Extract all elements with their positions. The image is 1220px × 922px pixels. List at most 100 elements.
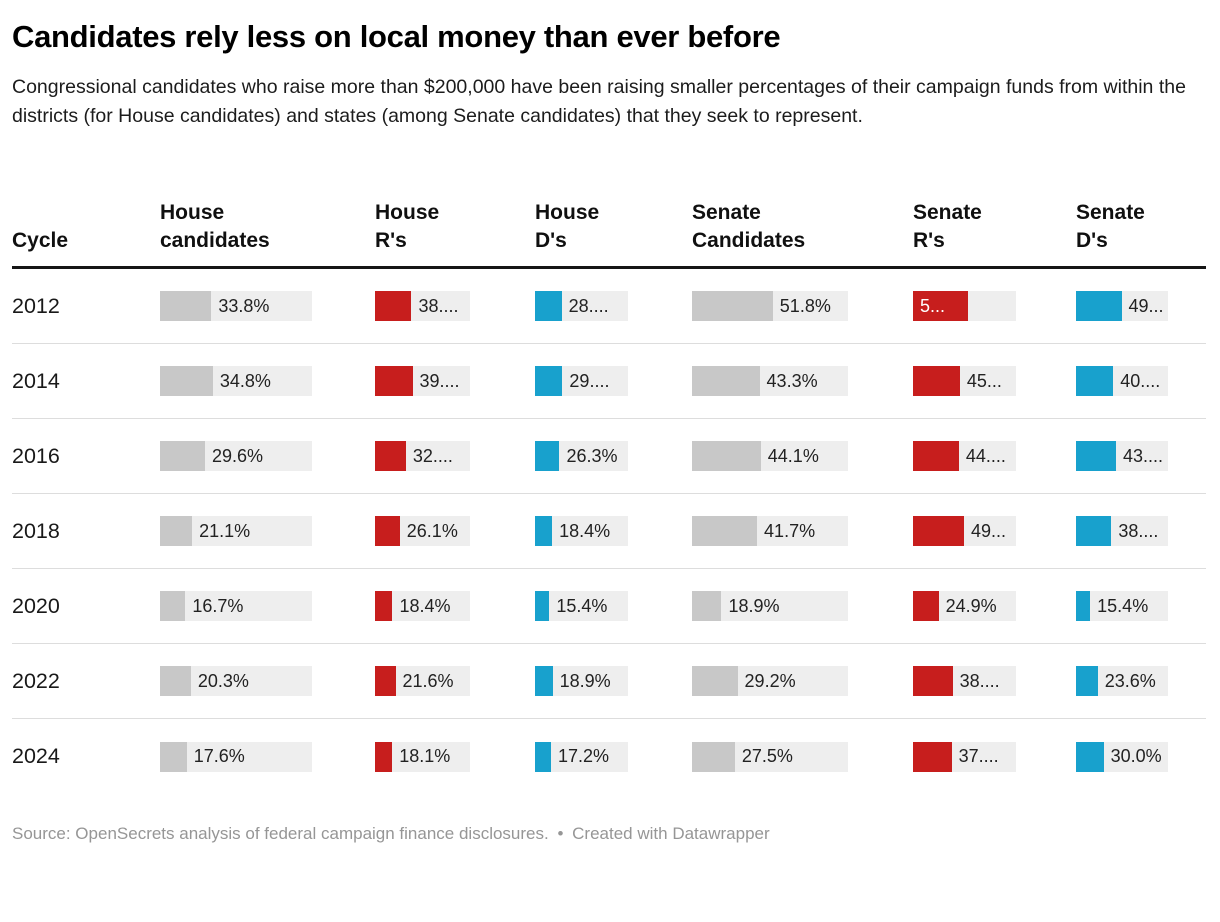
senate-d-cell: 38.... xyxy=(1076,516,1206,547)
house-r-cell: 39.... xyxy=(375,366,535,397)
cycle-value: 2018 xyxy=(12,518,60,543)
bar-track: 34.8% xyxy=(160,366,312,397)
cycle-cell: 2024 xyxy=(12,744,160,769)
house-candidates-cell: 21.1% xyxy=(160,516,375,547)
bar-value-label: 17.6% xyxy=(193,746,245,767)
senate-r-cell: 37.... xyxy=(913,741,1076,772)
house-d-bar xyxy=(535,516,553,547)
table-row: 2024 17.6% 18.1% 17.2% 27.5% 37.... 30.0… xyxy=(12,719,1206,794)
house-d-bar xyxy=(535,441,560,472)
bar-value-label: 15.4% xyxy=(556,595,608,616)
house-candidates-cell: 33.8% xyxy=(160,291,375,322)
bar-track: 29.6% xyxy=(160,441,312,472)
bar-value-label: 17.2% xyxy=(557,746,610,767)
senate-candidates-cell: 29.2% xyxy=(692,666,913,697)
bar-track: 5... xyxy=(913,291,1016,322)
cycle-value: 2022 xyxy=(12,668,60,693)
bar-value-label: 38.... xyxy=(1118,520,1159,541)
bar-track: 39.... xyxy=(375,366,470,397)
senate-candidates-cell: 27.5% xyxy=(692,741,913,772)
senate-candidates-cell: 41.7% xyxy=(692,516,913,547)
bar-value-label: 5... xyxy=(920,295,946,316)
senate-d-bar xyxy=(1076,516,1112,547)
bar-track: 43.... xyxy=(1076,441,1168,472)
col-header-senate-d: Senate D's xyxy=(1076,200,1145,252)
bar-track: 26.3% xyxy=(535,441,628,472)
bar-value-label: 32.... xyxy=(412,445,453,466)
senate-d-cell: 49... xyxy=(1076,291,1206,322)
table-row: 2018 21.1% 26.1% 18.4% 41.7% 49... 38...… xyxy=(12,494,1206,570)
house-r-bar xyxy=(375,441,406,472)
bar-track: 23.6% xyxy=(1076,666,1168,697)
bar-track: 51.8% xyxy=(692,291,848,322)
bar-track: 30.0% xyxy=(1076,741,1168,772)
senate-r-cell: 44.... xyxy=(913,441,1076,472)
bar-track: 24.9% xyxy=(913,591,1016,622)
bar-value-label: 43.3% xyxy=(766,370,818,391)
bar-track: 43.3% xyxy=(692,366,848,397)
house-candidates-bar xyxy=(160,666,191,697)
senate-d-cell: 23.6% xyxy=(1076,666,1206,697)
col-header-senate-r: Senate R's xyxy=(913,200,982,252)
datawrapper-credit-link[interactable]: Created with Datawrapper xyxy=(572,824,770,844)
house-r-cell: 18.4% xyxy=(375,591,535,622)
table-header-row: Cycle House candidates House R's House D… xyxy=(12,185,1206,270)
senate-r-cell: 5... xyxy=(913,291,1076,322)
table-row: 2016 29.6% 32.... 26.3% 44.1% 44.... 43.… xyxy=(12,419,1206,495)
bar-value-label: 29.... xyxy=(569,370,610,391)
bar-track: 32.... xyxy=(375,441,470,472)
bar-track: 17.6% xyxy=(160,741,312,772)
bar-track: 21.6% xyxy=(375,666,470,697)
senate-r-bar xyxy=(913,666,953,697)
senate-candidates-bar xyxy=(692,741,735,772)
bar-track: 38.... xyxy=(913,666,1016,697)
house-candidates-cell: 34.8% xyxy=(160,366,375,397)
bar-value-label: 29.6% xyxy=(211,445,264,466)
senate-candidates-bar xyxy=(692,366,760,397)
cycle-cell: 2016 xyxy=(12,444,160,469)
house-candidates-bar xyxy=(160,441,205,472)
house-candidates-cell: 20.3% xyxy=(160,666,375,697)
cycle-cell: 2018 xyxy=(12,519,160,544)
senate-d-bar xyxy=(1076,741,1104,772)
bar-track: 37.... xyxy=(913,741,1016,772)
senate-d-cell: 43.... xyxy=(1076,441,1206,472)
bar-track: 33.8% xyxy=(160,291,312,322)
bar-value-label: 16.7% xyxy=(192,595,244,616)
bar-track: 28.... xyxy=(535,291,628,322)
table-row: 2022 20.3% 21.6% 18.9% 29.2% 38.... 23.6… xyxy=(12,644,1206,720)
bar-value-label: 15.4% xyxy=(1097,595,1149,616)
house-d-bar xyxy=(535,291,562,322)
house-r-bar xyxy=(375,741,393,772)
chart-footer: Source: OpenSecrets analysis of federal … xyxy=(12,824,1206,844)
house-r-bar xyxy=(375,591,393,622)
senate-d-bar xyxy=(1076,366,1114,397)
bar-value-label: 24.9% xyxy=(945,595,997,616)
bar-value-label: 26.1% xyxy=(406,520,458,541)
bar-track: 29.2% xyxy=(692,666,848,697)
cycle-cell: 2012 xyxy=(12,294,160,319)
house-d-bar xyxy=(535,366,563,397)
house-r-cell: 26.1% xyxy=(375,516,535,547)
bar-track: 15.4% xyxy=(535,591,628,622)
bar-value-label: 29.2% xyxy=(744,670,796,691)
senate-candidates-cell: 43.3% xyxy=(692,366,913,397)
senate-candidates-cell: 18.9% xyxy=(692,591,913,622)
bar-track: 44.1% xyxy=(692,441,848,472)
senate-r-cell: 45... xyxy=(913,366,1076,397)
cycle-cell: 2022 xyxy=(12,669,160,694)
bar-value-label: 27.5% xyxy=(741,746,793,767)
house-r-bar xyxy=(375,666,396,697)
bar-track: 49... xyxy=(1076,291,1168,322)
bar-value-label: 45... xyxy=(966,370,1002,391)
bar-value-label: 18.9% xyxy=(728,595,780,616)
bar-track: 18.4% xyxy=(535,516,628,547)
bar-value-label: 28.... xyxy=(568,295,609,316)
bar-track: 45... xyxy=(913,366,1016,397)
cycle-value: 2012 xyxy=(12,293,60,318)
senate-r-cell: 24.9% xyxy=(913,591,1076,622)
senate-d-cell: 40.... xyxy=(1076,366,1206,397)
bar-value-label: 49... xyxy=(1128,295,1164,316)
bar-value-label: 20.3% xyxy=(197,670,249,691)
source-text: Source: OpenSecrets analysis of federal … xyxy=(12,824,549,844)
